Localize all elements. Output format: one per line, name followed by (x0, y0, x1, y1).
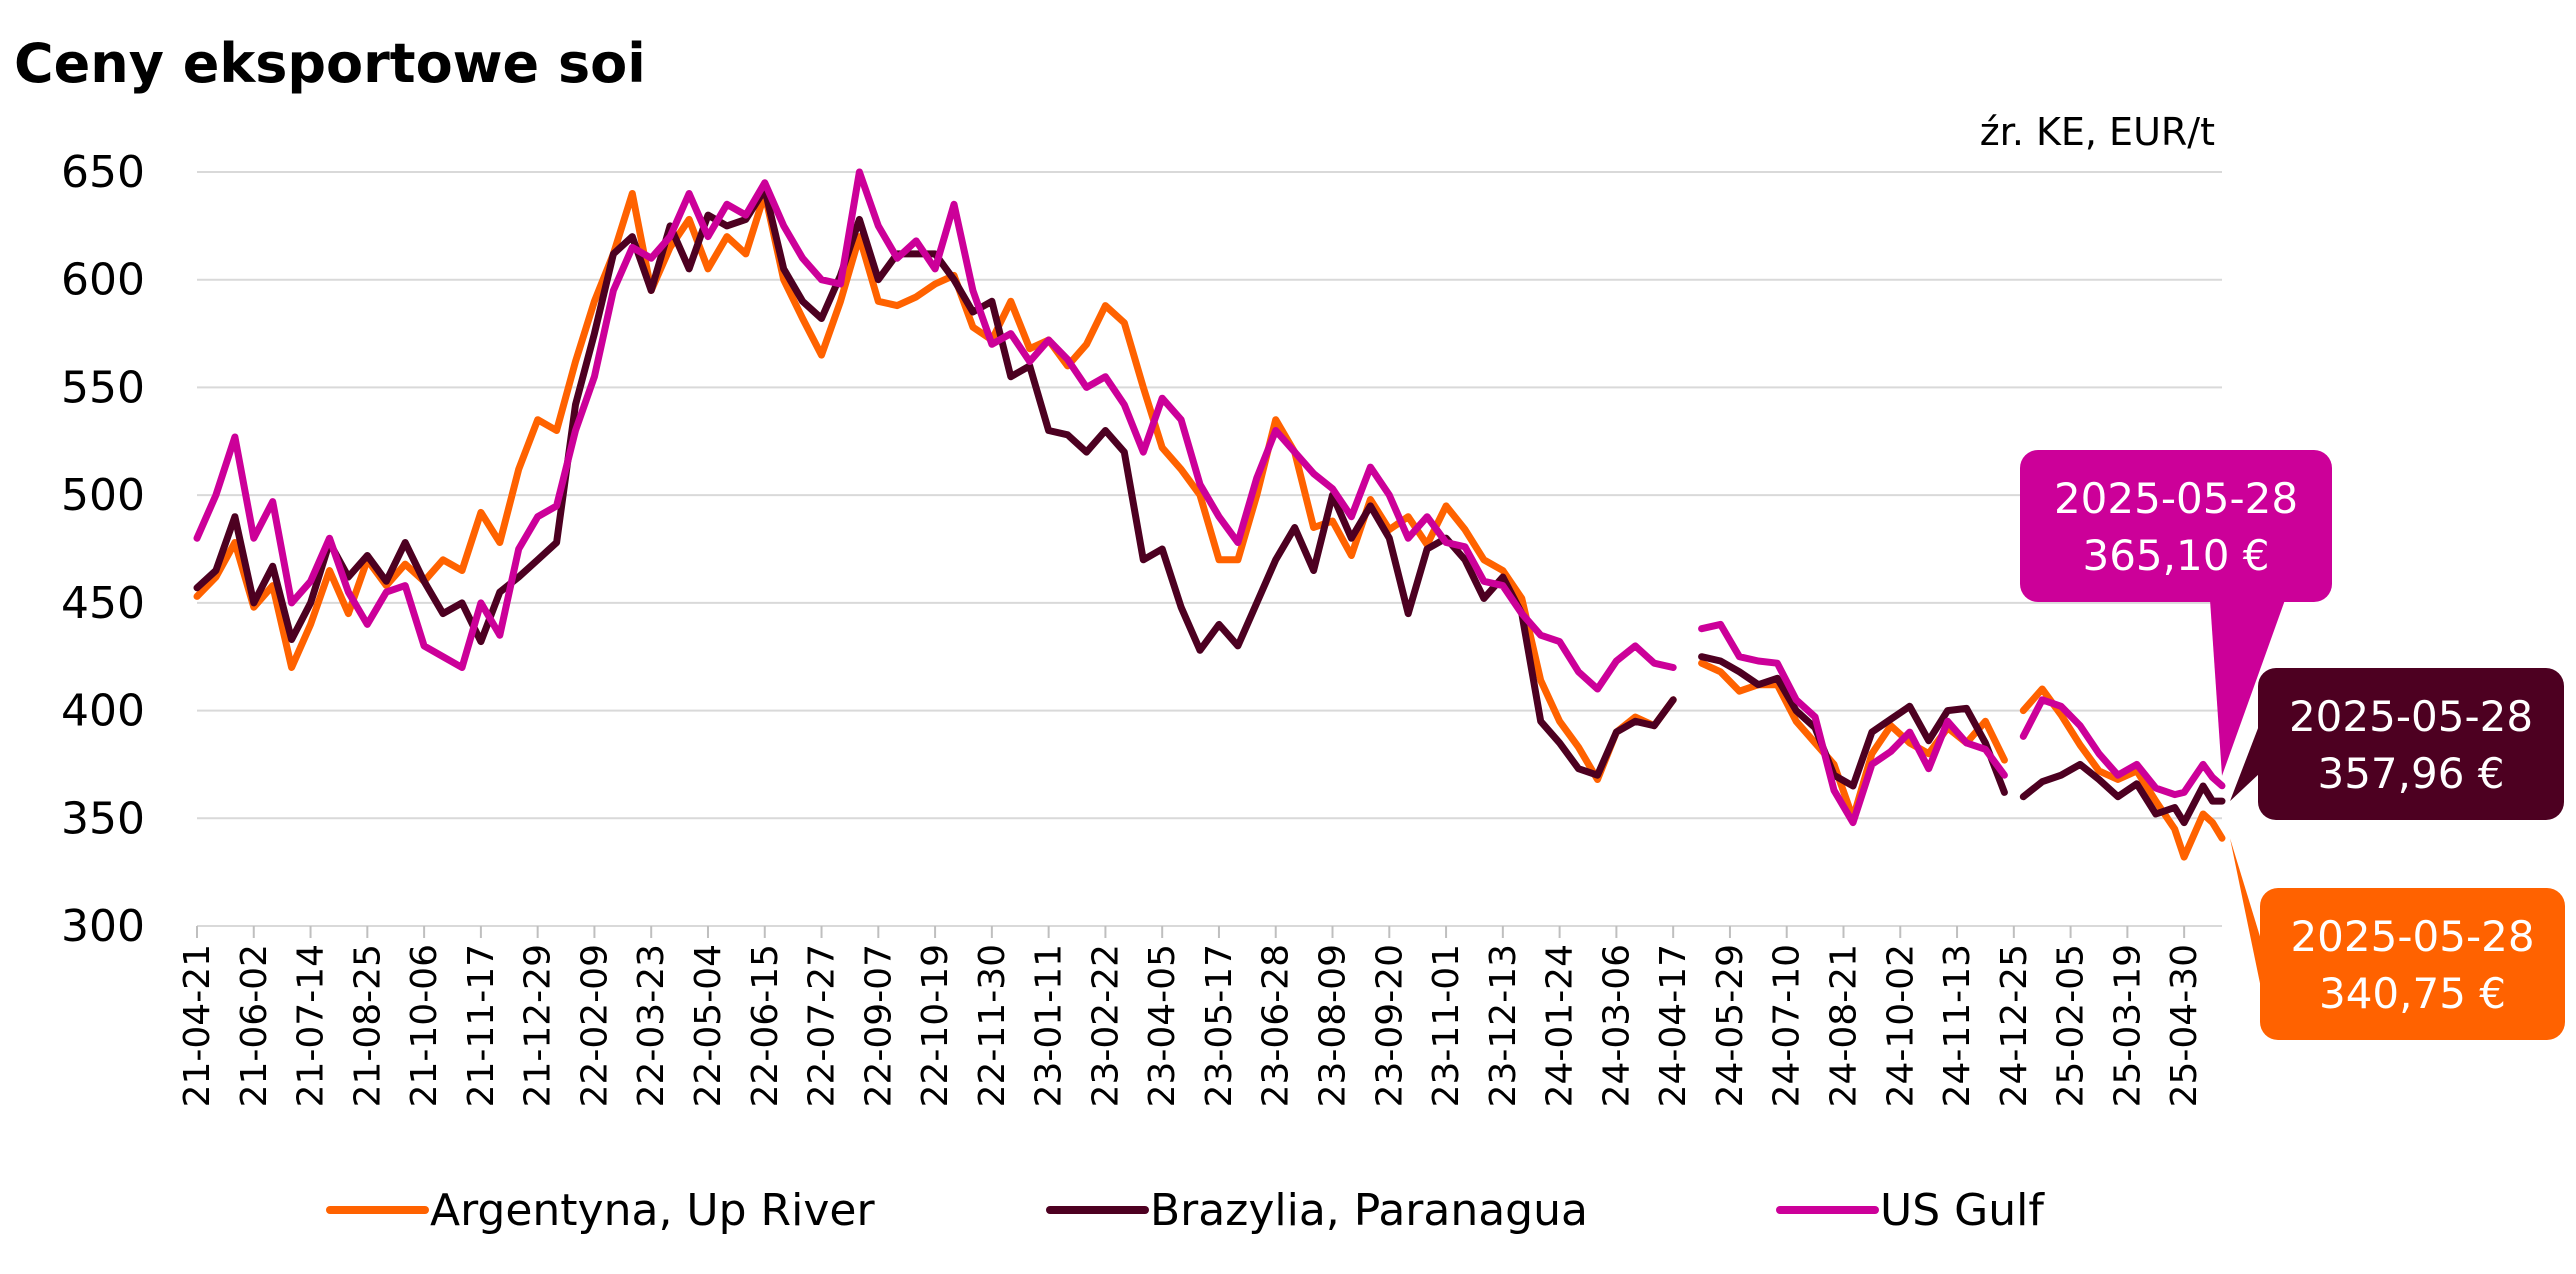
x-tick-label: 24-10-02 (1880, 944, 1921, 1107)
x-tick-label: 22-05-04 (688, 944, 729, 1107)
y-tick-label: 500 (61, 470, 145, 521)
x-tick-label: 22-10-19 (915, 944, 956, 1107)
x-tick-label: 23-01-11 (1029, 944, 1070, 1107)
chart-title: Ceny eksportowe soi (14, 32, 646, 95)
x-tick-label: 24-07-10 (1767, 944, 1808, 1107)
grid (197, 171, 2222, 927)
callout: 2025-05-28 340,75 € (2230, 838, 2565, 1040)
y-tick-label: 300 (61, 901, 145, 952)
series-lines (193, 168, 2226, 861)
x-tick-label: 25-03-19 (2107, 944, 2148, 1107)
x-tick-label: 24-01-24 (1540, 944, 1581, 1107)
x-tick-label: 24-03-06 (1596, 944, 1637, 1107)
x-tick-label: 21-11-17 (461, 944, 502, 1107)
legend-label: Argentyna, Up River (430, 1185, 875, 1236)
callout-box (2260, 888, 2565, 1040)
x-tick-label: 23-04-05 (1142, 944, 1183, 1107)
callout-pointer (2230, 723, 2260, 802)
legend-item: Brazylia, Paranagua (1046, 1185, 1588, 1236)
legend-label: Brazylia, Paranagua (1150, 1185, 1588, 1236)
callout-box (2020, 450, 2332, 602)
legend: Argentyna, Up River Brazylia, Paranagua US… (326, 1185, 2045, 1236)
legend-label: US Gulf (1880, 1185, 2045, 1236)
legend-item: US Gulf (1776, 1185, 2045, 1236)
y-axis-ticks: 300 350 400 450 500 550 600 650 (61, 147, 145, 952)
x-tick-label: 23-11-01 (1426, 944, 1467, 1107)
legend-item: Argentyna, Up River (326, 1185, 875, 1236)
x-tick-label: 22-06-15 (745, 944, 786, 1107)
callout-date: 2025-05-28 (2054, 474, 2298, 523)
chart-source: źr. KE, EUR/t (1980, 110, 2215, 154)
x-tick-label: 24-08-21 (1823, 944, 1864, 1107)
x-tick-label: 21-04-21 (177, 944, 218, 1107)
x-tick-label: 24-04-17 (1653, 944, 1694, 1107)
x-tick-label: 21-10-06 (404, 944, 445, 1107)
x-tick-label: 24-12-25 (1994, 944, 2035, 1107)
x-tick-label: 23-12-13 (1483, 944, 1524, 1107)
x-tick-label: 22-07-27 (802, 944, 843, 1107)
y-tick-label: 450 (61, 578, 145, 629)
series-line (193, 185, 2226, 827)
x-tick-label: 21-12-29 (518, 944, 559, 1107)
x-tick-label: 22-11-30 (972, 944, 1013, 1107)
y-tick-label: 350 (61, 793, 145, 844)
x-tick-label: 21-07-14 (291, 944, 332, 1107)
x-tick-label: 25-02-05 (2051, 944, 2092, 1107)
callout-pointer (2210, 600, 2285, 776)
callout-value: 340,75 € (2319, 969, 2506, 1018)
y-tick-label: 600 (61, 255, 145, 306)
x-tick-label: 23-02-22 (1085, 944, 1126, 1107)
x-tick-label: 23-09-20 (1369, 944, 1410, 1107)
y-tick-label: 550 (61, 362, 145, 413)
x-tick-label: 21-06-02 (234, 944, 275, 1107)
y-tick-label: 650 (61, 147, 145, 198)
callout-pointer (2230, 838, 2262, 993)
x-tick-label: 22-02-09 (574, 944, 615, 1107)
x-tick-label: 24-05-29 (1710, 944, 1751, 1107)
callout-date: 2025-05-28 (2290, 912, 2534, 961)
callout: 2025-05-28 357,96 € (2230, 668, 2564, 820)
callout-box (2258, 668, 2564, 820)
series-line (193, 168, 2226, 827)
x-tick-label: 22-09-07 (858, 944, 899, 1107)
callout-value: 357,96 € (2317, 749, 2504, 798)
callout: 2025-05-28 365,10 € (2020, 450, 2332, 776)
x-tick-label: 23-06-28 (1256, 944, 1297, 1107)
callout-value: 365,10 € (2082, 531, 2269, 580)
callout-date: 2025-05-28 (2289, 692, 2533, 741)
x-tick-label: 25-04-30 (2164, 944, 2205, 1107)
x-tick-label: 22-03-23 (631, 944, 672, 1107)
series-line (193, 190, 2226, 861)
y-tick-label: 400 (61, 686, 145, 737)
x-tick-label: 23-08-09 (1313, 944, 1354, 1107)
x-tick-label: 21-08-25 (347, 944, 388, 1107)
x-tick-label: 24-11-13 (1937, 944, 1978, 1107)
x-axis-ticks: 21-04-21 21-06-02 21-07-14 21-08-25 21-10-06… (177, 925, 2222, 1107)
x-tick-label: 23-05-17 (1199, 944, 1240, 1107)
